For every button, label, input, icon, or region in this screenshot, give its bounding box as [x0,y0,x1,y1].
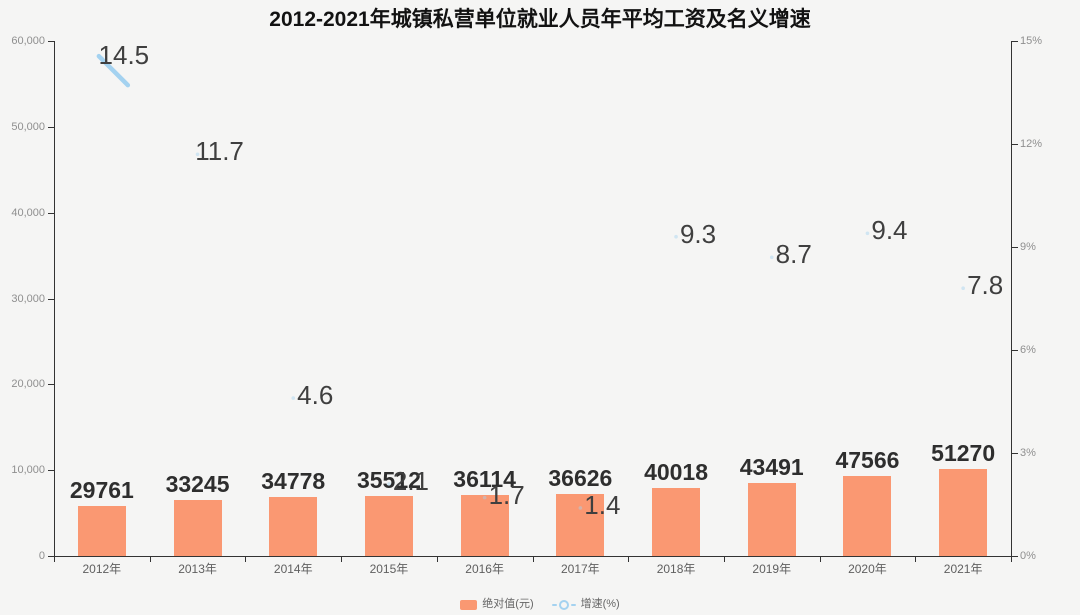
y-axis-left-tick-label: 40,000 [11,206,45,219]
legend-label-absolute-value: 绝对值(元) [482,598,534,610]
bar-value-label: 33245 [165,470,230,497]
y-axis-right-tick [1012,41,1018,42]
x-axis-tick [628,557,630,562]
growth-point-marker-icon [291,396,296,400]
growth-value-label: 9.3 [679,218,717,249]
line-series-symbol-icon [551,599,576,610]
legend: 绝对值(元) 增速(%) [0,598,1080,611]
y-axis-left-tick [48,41,54,42]
growth-value-label: 2.1 [392,465,430,496]
bar[interactable] [556,494,605,556]
y-axis-right-line [1011,41,1012,556]
growth-point-marker-icon [674,234,678,239]
bar[interactable] [747,482,796,556]
x-axis-tick [245,557,247,562]
y-axis-left-tick-label: 0 [38,550,45,562]
x-axis-tick-label: 2014年 [273,562,313,576]
y-axis-right-tick-label: 12% [1020,138,1043,150]
legend-label-growth: 增速(%) [580,598,620,610]
bar-value-label: 47566 [835,446,900,473]
y-axis-left-tick-label: 60,000 [11,35,45,47]
x-axis-tick-label: 2015年 [369,562,409,576]
x-axis-line [54,556,1012,557]
bar[interactable] [364,496,413,556]
x-axis-tick-label: 2016年 [465,562,504,576]
x-axis-tick [532,557,534,562]
bar[interactable] [939,469,988,556]
growth-value-label: 14.5 [98,40,150,71]
y-axis-right-tick [1012,144,1018,145]
bar[interactable] [77,505,126,556]
x-axis-tick-label: 2020年 [848,562,887,576]
y-axis-right-tick [1012,453,1018,454]
y-axis-left-tick-label: 10,000 [11,464,45,477]
x-axis-tick [436,557,438,562]
bar[interactable] [652,488,701,556]
y-axis-right-tick-label: 3% [1020,447,1036,459]
chart-title: 2012-2021年城镇私营单位就业人员年平均工资及名义增速 [269,8,811,31]
x-axis-tick [341,557,343,562]
growth-point-marker-icon [865,231,870,236]
y-axis-left-tick [48,298,54,300]
growth-value-label: 7.8 [967,270,1004,301]
y-axis-right-tick [1012,556,1018,557]
bar-value-label: 40018 [644,459,709,486]
y-axis-right-tick-label: 6% [1020,344,1036,356]
y-axis-left-tick-label: 30,000 [11,292,45,305]
bar-value-label: 51270 [931,440,996,467]
growth-value-label: 1.7 [488,479,525,510]
bar-value-label: 36626 [548,465,613,492]
bar[interactable] [269,497,318,556]
x-axis-tick-label: 2017年 [560,562,600,576]
y-axis-right-tick-label: 0% [1020,550,1036,562]
y-axis-right-tick-label: 9% [1020,241,1036,253]
x-axis-tick-label: 2019年 [752,562,792,576]
bar[interactable] [843,475,892,556]
x-axis-tick [149,557,151,562]
y-axis-left-tick [48,384,54,386]
x-axis-tick [723,557,725,562]
y-axis-right-tick-label: 15% [1020,35,1043,47]
y-axis-left-tick-label: 50,000 [11,120,45,133]
growth-value-label: 8.7 [775,239,812,270]
y-axis-left-line [54,41,55,556]
growth-value-label: 11.7 [195,136,244,167]
x-axis-tick [915,557,917,562]
x-axis-tick-label: 2018年 [656,562,696,576]
y-axis-left-tick [48,470,54,472]
legend-item-growth[interactable]: 增速(%) [551,598,620,611]
bar[interactable] [173,499,222,556]
y-axis-right-tick [1012,247,1018,248]
growth-point-marker-icon [769,255,774,260]
x-axis-tick [819,557,821,562]
legend-item-absolute-value[interactable]: 绝对值(元) [460,598,534,611]
bar-value-label: 34778 [261,468,326,495]
bar[interactable] [460,494,509,556]
x-axis-tick [1011,557,1012,562]
x-axis-tick-label: 2021年 [943,562,983,576]
bar-series-swatch-icon [460,599,478,610]
x-axis-tick-label: 2013年 [178,562,217,576]
bar-value-label: 36114 [453,465,516,492]
bar-value-label: 29761 [69,476,134,503]
y-axis-left-tick [48,212,54,214]
y-axis-right-tick [1012,350,1018,351]
x-axis-tick [54,557,55,562]
growth-value-label: 4.6 [297,380,334,411]
x-axis-tick-label: 2012年 [82,562,122,576]
y-axis-left-tick [48,556,54,557]
growth-value-label: 1.4 [584,489,621,520]
y-axis-left-tick [48,126,54,128]
growth-point-marker-icon [961,286,965,291]
y-axis-left-tick-label: 20,000 [11,378,45,391]
bar-value-label: 35512 [356,467,421,494]
growth-value-label: 9.4 [871,215,908,246]
bar-value-label: 43491 [739,453,804,480]
